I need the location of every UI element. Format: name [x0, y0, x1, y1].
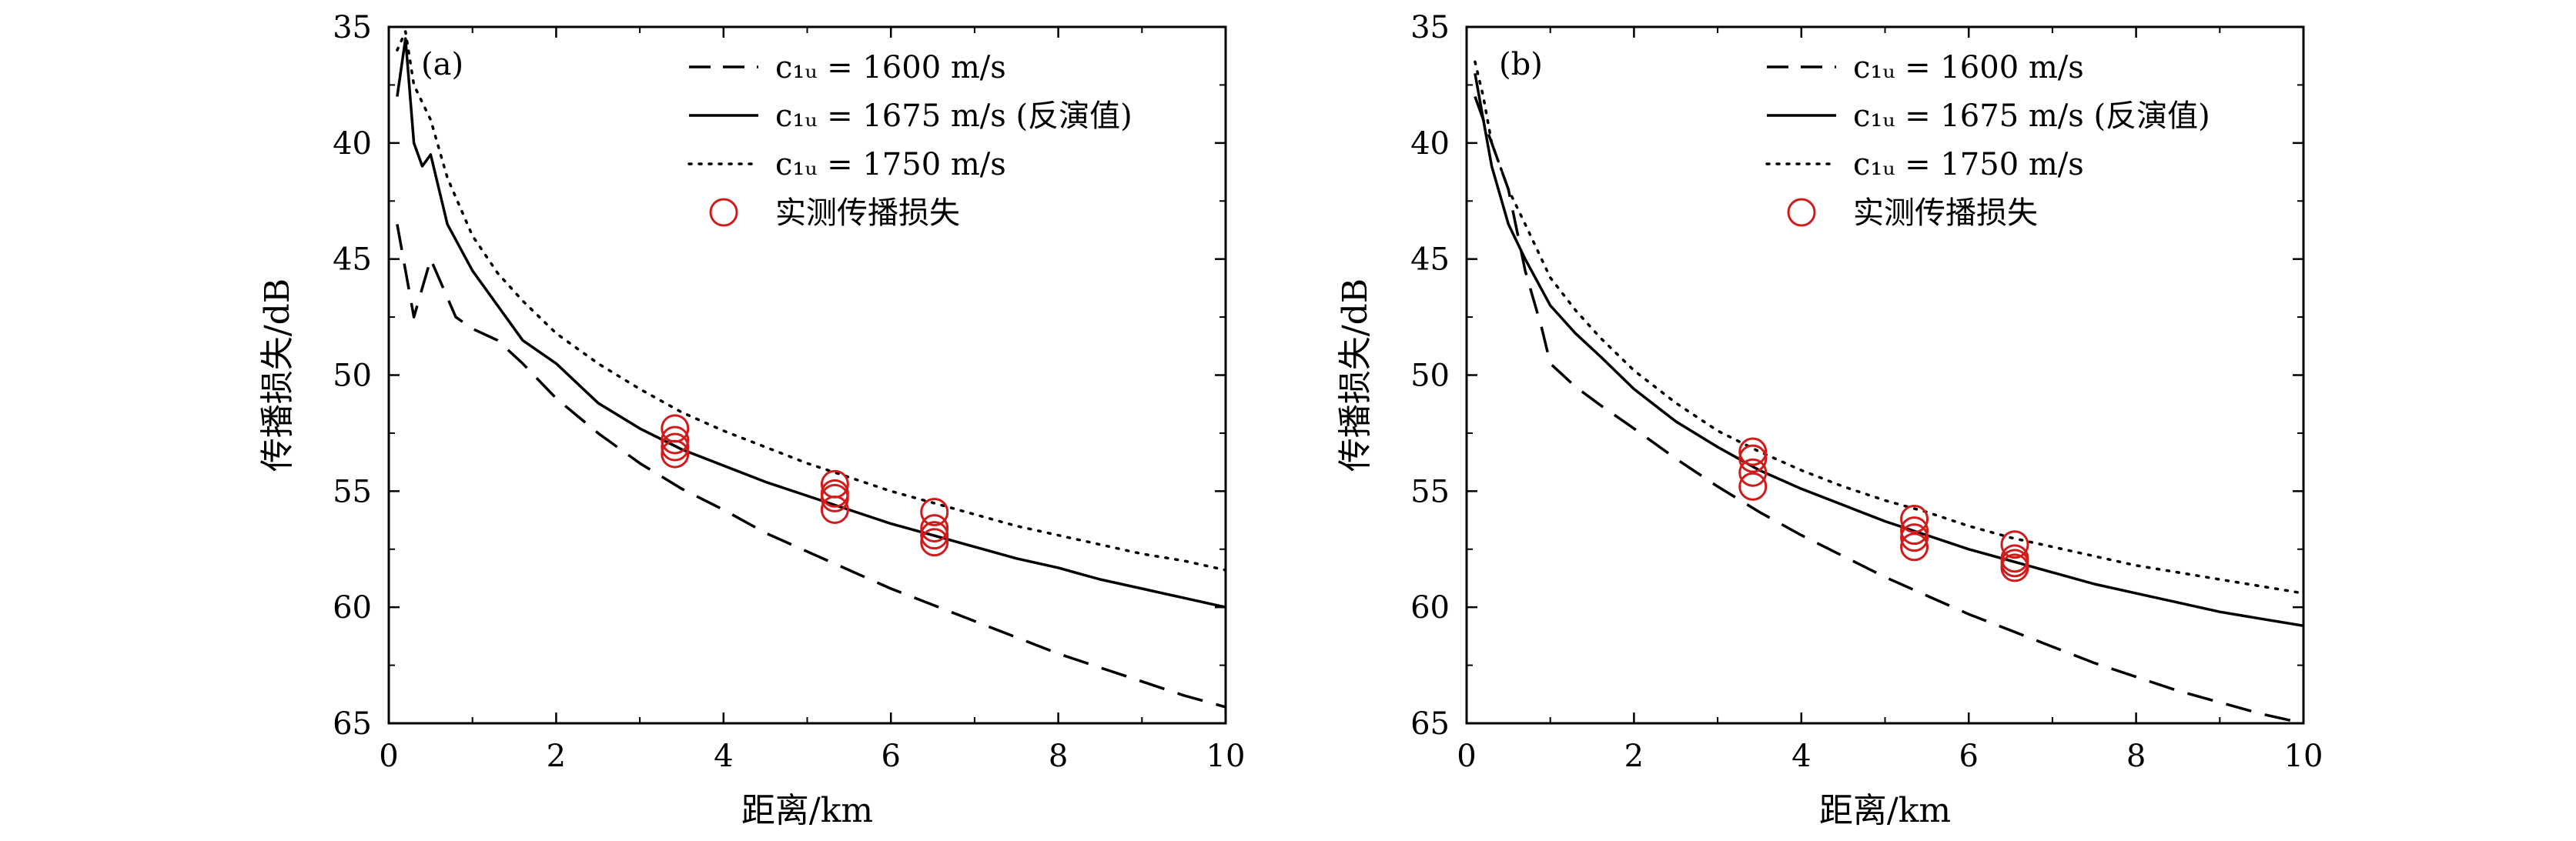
panel-b-xtick-label: 2: [1624, 739, 1644, 774]
panel-b: 0 2 4 6 8 10 35 40 45 50 55 60 65 距离/km 传播损失/dB (b) c₁ᵤ …: [1336, 10, 2323, 830]
panel-a-legend-label: 实测传播损失: [775, 195, 960, 231]
panel-b-series-solid-line: [1474, 72, 2303, 628]
panel-b-measured-point: [2000, 530, 2029, 559]
panel-b-measured-point: [1738, 472, 1768, 501]
panel-b-legend-label: c₁ᵤ = 1675 m/s (反演值): [1853, 98, 2210, 134]
panel-a: 0 2 4 6 8 10 35 40 45 50 55 60 65 距离/km 传播损失/dB (a) c₁ᵤ …: [258, 10, 1245, 830]
panel-b-ytick-label: 40: [1410, 126, 1450, 162]
panel-b-measured-point: [1900, 505, 1929, 534]
panel-a-measured-point: [920, 521, 949, 550]
panel-a-measured-point: [820, 495, 849, 524]
panel-b-series-dashed-line: [1474, 95, 2303, 723]
panel-b-measured-point: [1900, 516, 1929, 546]
panel-a-plot-area: [396, 30, 1226, 709]
panel-a-xtick-label: 2: [547, 739, 566, 774]
panel-b-xtick-label: 10: [2284, 739, 2323, 774]
panel-b-xtick-label: 0: [1457, 739, 1476, 774]
panel-b-legend-marker: [1787, 198, 1816, 227]
panel-a-xtick-label: 0: [379, 739, 398, 774]
panel-a-xtick-label: 6: [881, 739, 900, 774]
panel-a-ytick-label: 65: [333, 706, 372, 742]
panel-a-ytick-label: 60: [333, 590, 372, 626]
panel-b-ytick-label: 55: [1410, 474, 1450, 509]
panel-b-ytick-label: 35: [1410, 10, 1450, 45]
panel-b-measured-point: [1900, 523, 1929, 552]
panel-b-plot-area: [1474, 60, 2303, 723]
panel-a-legend-label: c₁ᵤ = 1750 m/s: [775, 147, 1006, 182]
panel-a-measured-point: [661, 426, 690, 455]
panel-a-xtick-label: 10: [1206, 739, 1246, 774]
panel-a-series-dashed-line: [396, 224, 1226, 709]
panel-a-ytick-label: 45: [333, 242, 372, 278]
panel-a-legend-label: c₁ᵤ = 1675 m/s (反演值): [775, 98, 1132, 134]
panel-b-measured-point: [1738, 458, 1768, 487]
panel-a-measured-point: [820, 483, 849, 512]
panel-b-x-axis-label: 距离/km: [1819, 791, 1951, 830]
panel-a-xtick-label: 8: [1049, 739, 1068, 774]
panel-a-measured-point: [920, 497, 949, 526]
panel-b-xtick-label: 6: [1959, 739, 1978, 774]
panel-b-measured-point: [2000, 553, 2029, 582]
panel-b-panel-label: (b): [1499, 47, 1543, 82]
panel-b-legend-label: 实测传播损失: [1853, 195, 2038, 231]
panel-a-measured-point: [661, 439, 690, 469]
panel-a-x-axis-label: 距离/km: [741, 791, 873, 830]
panel-a-ytick-label: 55: [333, 474, 372, 509]
panel-b-xtick-label: 8: [2126, 739, 2146, 774]
panel-b-ytick-label: 65: [1410, 706, 1450, 742]
panel-a-legend-label: c₁ᵤ = 1600 m/s: [775, 50, 1006, 85]
panel-a-measured-point: [661, 432, 690, 462]
panel-a-panel-label: (a): [421, 47, 463, 82]
panel-a-legend-marker: [709, 198, 738, 227]
panel-a-y-axis-label: 传播损失/dB: [258, 279, 297, 472]
panel-b-series-dotted-line: [1474, 60, 2303, 595]
panel-a-measured-point: [920, 514, 949, 543]
panel-b-y-axis-label: 传播损失/dB: [1336, 279, 1375, 472]
panel-b-measured-point: [1738, 437, 1768, 466]
panel-a-measured-point: [920, 528, 949, 557]
panel-a-series-solid-line: [396, 37, 1226, 609]
panel-b-ytick-label: 50: [1410, 359, 1450, 394]
panel-b-ytick-label: 45: [1410, 242, 1450, 278]
panel-a-ytick-label: 35: [333, 10, 372, 45]
panel-b-measured-point: [1900, 532, 1929, 562]
panel-b-ytick-label: 60: [1410, 590, 1450, 626]
panel-a-ytick-label: 40: [333, 126, 372, 162]
panel-a-xtick-label: 4: [714, 739, 733, 774]
panel-a-ytick-label: 50: [333, 359, 372, 394]
panel-a-series-dotted-line: [396, 30, 1226, 572]
panel-b-xtick-label: 4: [1791, 739, 1811, 774]
panel-b-legend-label: c₁ᵤ = 1600 m/s: [1853, 50, 2084, 85]
panel-b-measured-point: [1738, 444, 1768, 473]
panel-b-legend-label: c₁ᵤ = 1750 m/s: [1853, 147, 2084, 182]
